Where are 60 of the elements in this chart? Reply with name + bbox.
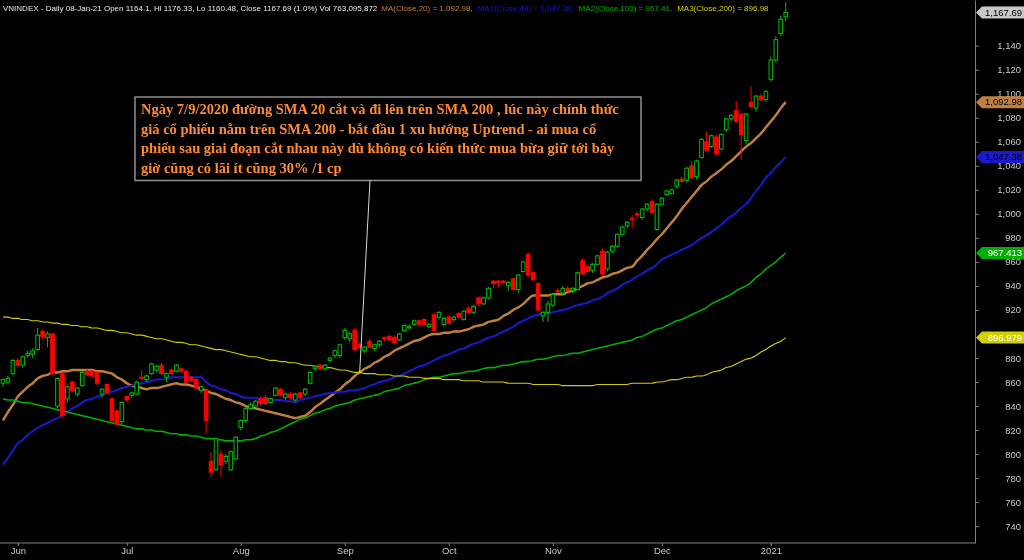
y-tick-label: 1,040 [997, 160, 1021, 172]
line-series [1, 155, 787, 466]
candlestick [714, 134, 719, 156]
y-tick-label: 1,020 [997, 184, 1021, 196]
candlestick [778, 15, 784, 37]
text: MA1(Close,40) = 1,047.38, [477, 4, 574, 13]
y-tick-label: 1,080 [997, 112, 1021, 124]
y-tick-label: 980 [1005, 232, 1021, 244]
candlestick [689, 160, 694, 180]
y-tick-label: 1,060 [997, 136, 1021, 148]
candlestick [600, 248, 605, 276]
y-tick-label: 860 [1005, 376, 1021, 388]
y-tick-label: 920 [1005, 304, 1021, 316]
text: 896.979 [987, 331, 1022, 343]
x-tick-label: Sep [336, 544, 354, 556]
text: MA(Close,20) = 1,092.98, [381, 4, 473, 13]
x-tick-label: Oct [441, 544, 458, 556]
candlestick [431, 311, 437, 333]
line-series [1, 100, 787, 422]
chart-title: VNINDEX - Daily 08-Jan-21 Open 1164.1, Hi 1176.33, Lo 1160.48, Close 1167.69 (1.0%) Vol 763,095,872 [3, 4, 378, 13]
y-tick-label: 820 [1005, 424, 1021, 436]
candlestick [208, 451, 214, 478]
text: 967.413 [987, 247, 1022, 259]
candlestick [738, 112, 744, 161]
x-tick-label: Jun [10, 544, 26, 556]
line-series [2, 316, 787, 387]
candlestick [312, 364, 318, 372]
candlestick [65, 383, 70, 403]
y-tick-label: 840 [1005, 400, 1021, 412]
candlestick [634, 210, 640, 220]
line-series [2, 252, 787, 442]
candlestick [352, 327, 358, 352]
candlestick [35, 327, 40, 352]
text: 1,092.98 [985, 96, 1022, 108]
x-tick-label: Aug [232, 544, 250, 556]
y-tick-label: 1,140 [997, 40, 1021, 52]
y-tick-label: 1,000 [997, 208, 1021, 220]
x-tick-label: Nov [544, 544, 563, 556]
y-tick-label: 800 [1005, 448, 1021, 460]
y-tick-label: 740 [1005, 520, 1021, 532]
candlestick [783, 1, 789, 22]
y-tick-label: 760 [1005, 496, 1021, 508]
y-tick-label: 780 [1005, 472, 1021, 484]
y-tick-label: 880 [1005, 352, 1021, 364]
x-tick-label: 2021 [760, 544, 782, 556]
x-tick-label: Dec [653, 544, 672, 556]
text: 1,167.69 [985, 6, 1022, 18]
annotation: Ngày 7/9/2020 đường SMA 20 cắt và đi lên trên SMA 200 , lúc này chính thức giá cổ phiếu nằm trên SMA 200 - bắt đầu 1 xu hướng Uptrend - ai mua cổ phiếu sau giai đoạn cắt nhau này dù không có kiến thức mua bừa giữ tới bây giờ cũng có lãi ít cũng 30% /1 cp [141, 101, 620, 176]
candlestick [119, 400, 125, 425]
text: 1,047.38 [985, 151, 1022, 163]
text: MA2(Close,100) = 967.41, [578, 4, 673, 13]
candlestick [218, 450, 224, 478]
x-tick-label: Jul [121, 544, 134, 556]
candlestick [699, 137, 704, 160]
candlestick [0, 377, 6, 388]
y-tick-label: 1,120 [997, 64, 1021, 76]
y-tick-label: 940 [1005, 280, 1021, 292]
text: MA3(Close,200) = 896.98 [677, 4, 770, 13]
candlestick [605, 250, 610, 272]
y-tick-label: 960 [1005, 256, 1021, 268]
